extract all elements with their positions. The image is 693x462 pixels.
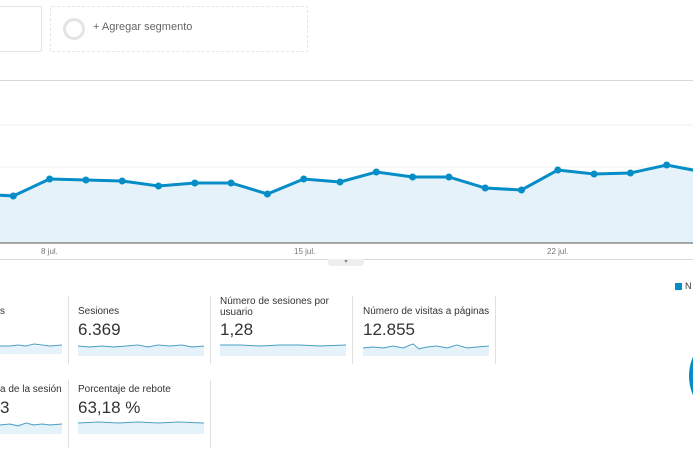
metric-card-sessions-per-user[interactable]: Número de sesiones por usuario 1,28	[212, 296, 353, 364]
data-point[interactable]	[336, 178, 344, 186]
x-tick-label: 8 jul.	[41, 247, 58, 256]
metric-value: 12.855	[363, 320, 415, 339]
legend-label: N	[685, 281, 692, 291]
collapse-chart-button[interactable]: ▾	[328, 259, 364, 266]
sparkline	[78, 344, 204, 356]
data-point[interactable]	[46, 175, 54, 183]
data-point[interactable]	[9, 192, 17, 200]
chevron-down-icon: ▾	[344, 259, 348, 265]
data-point[interactable]	[518, 186, 525, 194]
metric-label: Número de sesiones por usuario	[220, 296, 329, 318]
metric-value: 6.369	[78, 320, 121, 339]
data-point[interactable]	[227, 179, 235, 187]
data-point[interactable]	[191, 179, 199, 187]
metric-label: s	[0, 306, 5, 317]
data-point[interactable]	[626, 169, 634, 177]
line-chart[interactable]	[0, 81, 693, 261]
donut-chart	[689, 340, 693, 412]
segment-all-users[interactable]	[0, 6, 42, 52]
sparkline	[363, 343, 489, 356]
legend: N	[675, 281, 692, 291]
x-tick-label: 22 jul.	[547, 247, 569, 256]
metric-value: 1,28	[220, 320, 254, 339]
add-segment-button[interactable]: + Agregar segmento	[50, 6, 308, 52]
sparkline	[220, 344, 346, 356]
data-point[interactable]	[554, 166, 562, 174]
metric-label: Número de visitas a páginas	[363, 306, 490, 317]
legend-swatch-icon	[675, 283, 682, 291]
data-point[interactable]	[481, 184, 489, 192]
sparkline	[0, 343, 62, 354]
data-point[interactable]	[263, 190, 271, 198]
metric-card-session-duration[interactable]: a de la sesión 3	[0, 380, 69, 448]
metric-value: 63,18 %	[78, 398, 141, 417]
metric-value: 3	[0, 398, 10, 417]
chart-top-border	[0, 80, 693, 81]
data-point[interactable]	[445, 173, 453, 181]
metric-label: Sesiones	[78, 306, 120, 317]
sparkline	[0, 422, 62, 434]
metric-card-users[interactable]: s	[0, 296, 69, 364]
sparkline	[78, 421, 204, 434]
data-point[interactable]	[155, 182, 162, 190]
add-segment-label: + Agregar segmento	[93, 21, 193, 33]
data-point[interactable]	[118, 177, 126, 185]
data-point[interactable]	[590, 170, 598, 178]
x-tick-label: 15 jul.	[294, 247, 316, 256]
data-point[interactable]	[663, 161, 671, 169]
data-point[interactable]	[409, 173, 417, 181]
metric-card-sessions[interactable]: Sesiones 6.369	[70, 296, 211, 364]
data-point[interactable]	[82, 176, 90, 184]
metric-label: Porcentaje de rebote	[78, 384, 171, 395]
segment-ring-icon	[63, 18, 85, 40]
metric-card-pageviews[interactable]: Número de visitas a páginas 12.855	[355, 296, 496, 364]
metric-card-bounce-rate[interactable]: Porcentaje de rebote 63,18 %	[70, 380, 211, 448]
data-point[interactable]	[300, 175, 308, 183]
data-point[interactable]	[372, 168, 380, 176]
metric-label: a de la sesión	[0, 384, 62, 395]
